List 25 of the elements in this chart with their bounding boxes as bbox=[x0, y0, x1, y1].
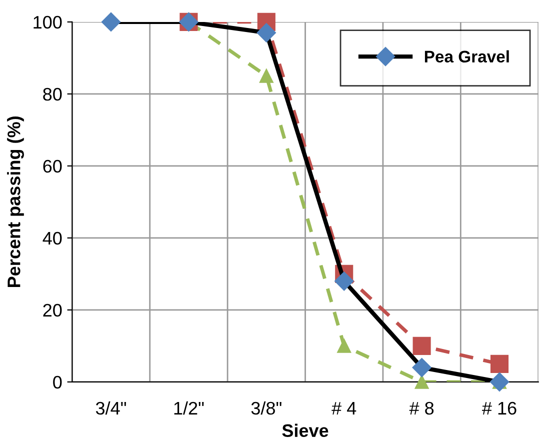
x-tick-label: # 4 bbox=[332, 402, 356, 414]
point bbox=[490, 372, 510, 392]
y-tick-label: 100 bbox=[34, 16, 62, 29]
point bbox=[337, 338, 352, 353]
point bbox=[412, 358, 432, 378]
y-tick-label: 40 bbox=[42, 232, 62, 245]
x-tick-label: # 8 bbox=[409, 402, 434, 415]
point bbox=[412, 336, 431, 355]
x-axis-title: Sieve bbox=[282, 424, 328, 438]
legend-label: Pea Gravel bbox=[424, 50, 509, 63]
y-tick-label: 60 bbox=[43, 160, 62, 173]
y-tick-label: 0 bbox=[53, 376, 62, 389]
y-tick-label: 20 bbox=[43, 304, 62, 317]
x-tick-label: # 16 bbox=[482, 402, 516, 415]
x-tick-label: 1/2" bbox=[174, 401, 204, 415]
x-tick-label: 3/8" bbox=[251, 401, 282, 415]
point bbox=[256, 23, 276, 42]
y-axis-title: Percent passing (%) bbox=[7, 116, 24, 288]
y-tick-label: 80 bbox=[43, 88, 62, 101]
point bbox=[259, 69, 274, 83]
point bbox=[414, 374, 429, 389]
x-tick-label: 3/4" bbox=[96, 401, 126, 415]
point bbox=[490, 354, 509, 373]
point bbox=[334, 272, 354, 291]
point bbox=[101, 12, 121, 32]
